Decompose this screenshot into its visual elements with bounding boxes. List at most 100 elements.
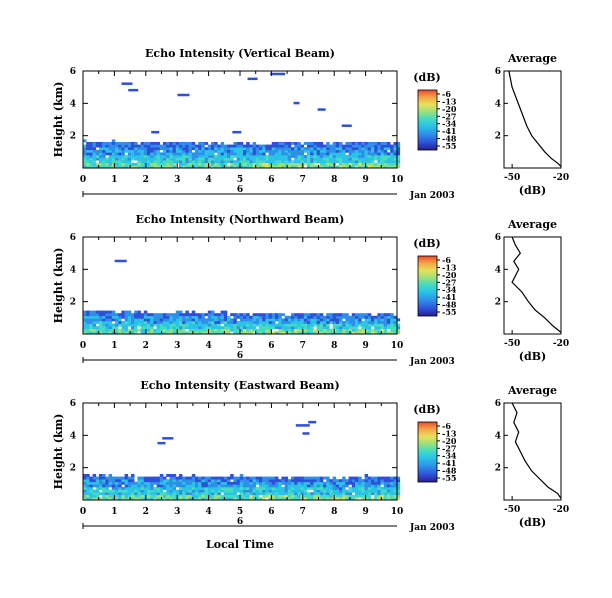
heatmap-cell (223, 326, 228, 330)
heatmap-cell (287, 328, 292, 332)
heatmap-cell (361, 331, 365, 335)
heatmap-cell (348, 142, 353, 145)
heatmap-cell (351, 315, 356, 319)
heatmap-cell (255, 487, 260, 490)
heatmap-cell (294, 157, 298, 161)
echo-patch (295, 424, 310, 427)
profile-x-tick-label: -50 (504, 339, 520, 349)
heatmap-cell (214, 489, 218, 493)
heatmap-cell (92, 313, 97, 317)
heatmap-cell (99, 492, 103, 496)
heatmap-cell (204, 165, 209, 169)
heatmap-cell (339, 331, 343, 335)
heatmap-cell (134, 318, 138, 322)
heatmap-cell (310, 479, 314, 483)
heatmap-cell (150, 481, 154, 485)
heatmap-cell (127, 323, 132, 327)
heatmap-cell (182, 162, 186, 166)
heatmap-cell (233, 476, 237, 480)
heatmap-cell (163, 157, 167, 161)
heatmap-cell (364, 474, 369, 477)
x-tick-label: 8 (331, 341, 337, 351)
heatmap-cell (127, 157, 132, 161)
heatmap-cell (172, 147, 177, 151)
heatmap-cell (345, 144, 349, 148)
heatmap-cell (207, 494, 212, 498)
heatmap-cell (310, 323, 314, 327)
heatmap-cell (294, 147, 298, 151)
heatmap-cell (127, 331, 132, 335)
colorbar (417, 89, 438, 151)
heatmap-cell (204, 313, 209, 317)
heatmap-cell (115, 326, 119, 330)
heatmap-cell (182, 328, 186, 332)
heatmap-cell (172, 326, 177, 330)
heatmap-cell (150, 157, 154, 161)
heatmap-cell (140, 155, 145, 158)
heatmap-cell (323, 494, 327, 498)
heatmap-cell (185, 484, 189, 488)
heatmap-cell (105, 476, 109, 480)
heatmap-cell (335, 142, 340, 145)
heatmap-cell (265, 321, 269, 324)
heatmap-cell (390, 328, 394, 332)
heatmap-cell (287, 479, 292, 483)
heatmap-cell (124, 492, 129, 496)
heatmap-cell (207, 492, 212, 496)
heatmap-cell (227, 321, 231, 324)
heatmap-cell (227, 492, 231, 496)
heatmap-cell (111, 139, 116, 143)
heatmap-cell (239, 165, 244, 169)
heatmap-cell (223, 484, 228, 488)
heatmap-cell (188, 152, 193, 156)
panel-0: Echo Intensity (Vertical Beam)0 1 2 3 4 5 6 7 8 9… (52, 47, 569, 201)
y-tick-label: 2 (70, 132, 76, 142)
heatmap-cell (358, 313, 362, 317)
heatmap-cell (387, 165, 391, 169)
heatmap-cell (217, 323, 221, 327)
heatmap-cell (166, 474, 170, 477)
heatmap-cell (191, 494, 196, 498)
heatmap-cell (377, 492, 381, 496)
heatmap-cell (335, 321, 340, 324)
heatmap-cell (166, 315, 170, 319)
heatmap-cell (86, 326, 90, 330)
heatmap-cell (342, 479, 346, 483)
heatmap-cell (182, 326, 186, 330)
heatmap-cell (118, 318, 122, 322)
heatmap-cell (268, 313, 273, 317)
heatmap-cell (86, 492, 90, 496)
heatmap-cell (198, 497, 202, 501)
heatmap-cell (147, 328, 151, 332)
heatmap-cell (102, 157, 106, 161)
heatmap-cell (150, 497, 154, 501)
heatmap-cell (134, 326, 138, 330)
heatmap-cell (310, 152, 314, 156)
heatmap-cell (364, 481, 369, 485)
heatmap-cell (345, 326, 349, 330)
heatmap-cell (99, 160, 103, 164)
heatmap-cell (172, 152, 177, 156)
heatmap-cell (217, 144, 221, 148)
heatmap-cell (303, 326, 308, 330)
heatmap-cell (364, 321, 369, 324)
date-label: Jan 2003 (409, 191, 455, 201)
heatmap-cell (316, 142, 321, 145)
heatmap-cell (313, 318, 317, 322)
heatmap-cell (319, 165, 324, 169)
heatmap-cell (111, 155, 116, 158)
panel-2: Echo Intensity (Eastward Beam)0 1 2 3 4 5 6 7 8 9… (52, 379, 569, 533)
heatmap-cell (329, 149, 333, 153)
heatmap-cell (179, 147, 183, 151)
heatmap-cell (367, 481, 372, 485)
heatmap-cell (83, 165, 87, 169)
heatmap-cell (387, 492, 391, 496)
heatmap-cell (278, 487, 282, 490)
heatmap-cell (249, 152, 253, 156)
heatmap-cell (323, 165, 327, 169)
heatmap-cell (364, 479, 369, 483)
heatmap-cell (227, 494, 231, 498)
heatmap-cell (201, 497, 205, 501)
heatmap-cell (140, 479, 145, 483)
heatmap-cell (342, 497, 346, 501)
